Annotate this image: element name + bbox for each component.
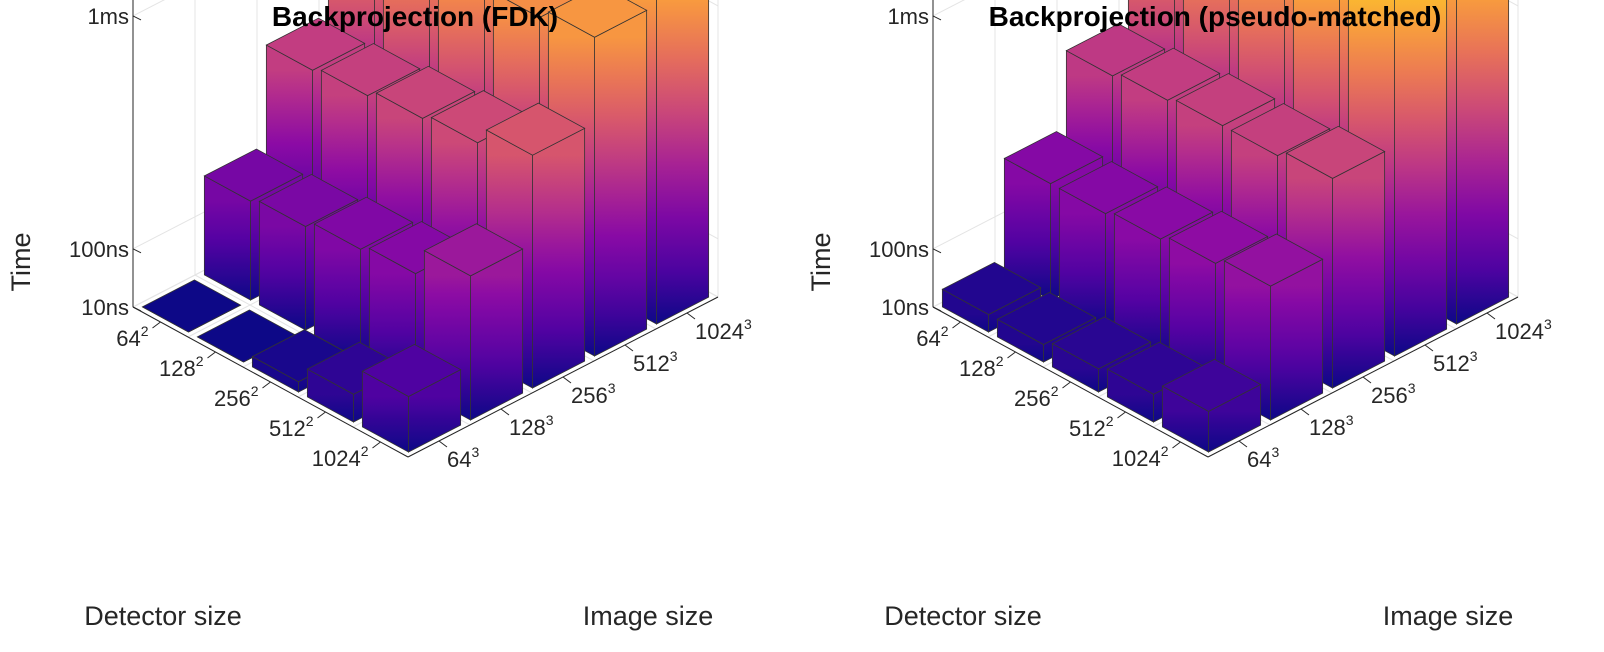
panel-1: 10ns100ns1ms10ms100ms200ms10242512225621…	[6, 0, 752, 631]
detector-tick-label: 10242	[312, 443, 369, 471]
image-tick-label: 10243	[695, 316, 752, 344]
image-tick-label: 643	[1247, 444, 1279, 472]
chart-title: Backprojection (pseudo-matched)	[989, 1, 1442, 32]
image-tick-label: 643	[447, 444, 479, 472]
image-tick-label: 2563	[571, 380, 616, 408]
z-axis-label: Time	[6, 233, 36, 292]
z-tick-label: 10ns	[81, 295, 129, 320]
detector-tick-label: 5122	[1069, 413, 1114, 441]
y-axis-label: Image size	[1383, 601, 1514, 631]
bar-1024-64	[361, 343, 462, 453]
panel-2: 10ns100ns1ms10ms100ms200ms10242512225621…	[806, 0, 1552, 631]
chart-title: Backprojection (FDK)	[272, 1, 558, 32]
bars	[141, 0, 710, 453]
z-tick-label: 1ms	[87, 4, 129, 29]
image-tick-label: 1283	[509, 412, 554, 440]
z-tick-label: 100ns	[869, 237, 929, 262]
z-tick-label: 10ns	[881, 295, 929, 320]
detector-tick-label: 2562	[214, 383, 259, 411]
detector-tick-label: 5122	[269, 413, 314, 441]
y-axis-label: Image size	[583, 601, 714, 631]
image-tick-label: 5123	[1433, 348, 1478, 376]
detector-tick-label: 1282	[959, 353, 1004, 381]
bar-64-64	[141, 279, 242, 333]
detector-tick-label: 10242	[1112, 443, 1169, 471]
detector-tick-label: 1282	[159, 353, 204, 381]
x-axis-label: Detector size	[884, 601, 1042, 631]
detector-tick-label: 642	[116, 323, 148, 351]
detector-tick-label: 2562	[1014, 383, 1059, 411]
detector-tick-label: 642	[916, 323, 948, 351]
image-tick-label: 10243	[1495, 316, 1552, 344]
z-tick-label: 1ms	[887, 4, 929, 29]
bar-1024-64	[1161, 358, 1262, 453]
image-tick-label: 1283	[1309, 412, 1354, 440]
x-axis-label: Detector size	[84, 601, 242, 631]
z-tick-label: 100ns	[69, 237, 129, 262]
axes: 10ns100ns1ms10ms100ms200ms10242512225621…	[869, 0, 1552, 472]
image-tick-label: 2563	[1371, 380, 1416, 408]
bars	[941, 0, 1510, 453]
image-tick-label: 5123	[633, 348, 678, 376]
z-axis-label: Time	[806, 233, 836, 292]
